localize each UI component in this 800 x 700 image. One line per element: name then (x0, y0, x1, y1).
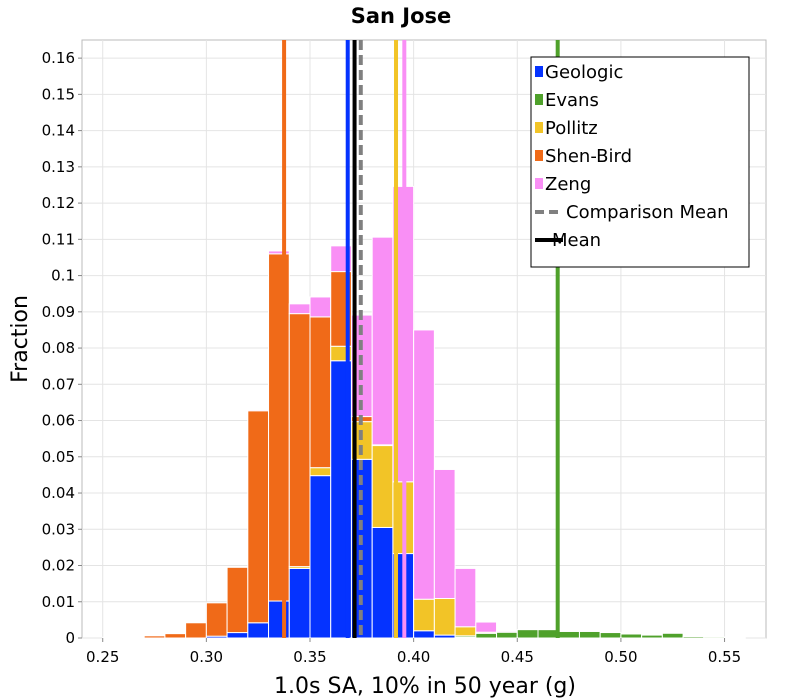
bar-zeng (496, 630, 518, 633)
bar-pollitz (454, 626, 477, 637)
x-tick-label: 0.50 (604, 648, 637, 666)
bar-zeng (475, 621, 498, 633)
bar-pollitz (413, 598, 435, 632)
bar-zeng (413, 329, 435, 600)
y-tick-label: 0.01 (42, 593, 75, 611)
legend-label-mean: Mean (552, 230, 601, 251)
bar-evans (475, 632, 498, 639)
bar-evans (599, 632, 622, 639)
bar-evans (682, 636, 705, 639)
legend-label-zeng: Zeng (545, 174, 591, 195)
y-tick-label: 0.12 (42, 194, 75, 212)
y-axis: 0 0.01 0.02 0.03 0.04 0.05 0.06 0.07 0.08 0.09 0.1… (42, 49, 82, 647)
y-tick-label: 0 (65, 629, 75, 647)
legend-label-evans: Evans (545, 90, 599, 111)
bar-pollitz (309, 467, 332, 477)
bar-shen-bird (247, 410, 270, 624)
bar-shen-bird (102, 636, 124, 639)
x-tick-label: 0.55 (708, 648, 741, 666)
chart-title: San Jose (351, 4, 452, 28)
bar-zeng (288, 303, 311, 315)
x-tick-label: 0.30 (190, 648, 223, 666)
y-axis-title: Fraction (8, 295, 33, 383)
legend-swatch-evans (535, 94, 543, 105)
mean-lines-group (282, 40, 560, 638)
bar-evans (661, 632, 684, 639)
y-tick-label: 0.09 (42, 303, 75, 321)
y-tick-label: 0.02 (42, 557, 75, 575)
bar-shen-bird (143, 635, 166, 639)
bar-geologic (247, 622, 270, 639)
bar-shen-bird (288, 313, 311, 568)
y-tick-label: 0.08 (42, 339, 75, 357)
bar-zeng (268, 250, 290, 255)
y-tick-label: 0.1 (51, 267, 75, 285)
legend: Geologic Evans Pollitz Shen-Bird Zeng Compari… (530, 56, 750, 268)
bar-geologic (268, 600, 290, 639)
x-tick-label: 0.35 (293, 648, 326, 666)
y-tick-label: 0.04 (42, 484, 75, 502)
bar-pollitz (371, 445, 394, 528)
y-tick-label: 0.15 (42, 85, 75, 103)
bar-shen-bird (122, 636, 145, 639)
bar-shen-bird (205, 602, 228, 637)
bar-evans (641, 634, 663, 639)
bar-geologic (309, 475, 332, 639)
y-tick-label: 0.07 (42, 375, 75, 393)
y-tick-label: 0.16 (42, 49, 75, 67)
y-tick-label: 0.14 (42, 122, 75, 140)
x-axis-title: 1.0s SA, 10% in 50 year (g) (274, 674, 576, 699)
bar-evans (703, 636, 726, 639)
bar-geologic (413, 630, 435, 639)
bar-shen-bird (164, 633, 187, 639)
legend-swatch-geologic (535, 66, 543, 77)
y-tick-label: 0.05 (42, 448, 75, 466)
legend-label-pollitz: Pollitz (545, 118, 598, 139)
legend-swatch-shen-bird (535, 150, 543, 161)
bar-shen-bird (268, 253, 290, 602)
bar-zeng (247, 409, 270, 412)
bar-pollitz (433, 597, 456, 636)
y-tick-label: 0.06 (42, 412, 75, 430)
bar-evans (620, 633, 643, 639)
bar-evans (558, 630, 580, 639)
legend-swatch-zeng (535, 178, 543, 189)
bar-evans (537, 629, 560, 639)
bar-evans (496, 631, 518, 639)
y-tick-label: 0.03 (42, 520, 75, 538)
bar-zeng (371, 236, 394, 446)
bar-evans (724, 636, 746, 639)
bar-shen-bird (226, 566, 249, 634)
bar-evans (578, 630, 601, 639)
bar-shen-bird (185, 622, 207, 639)
y-tick-label: 0.13 (42, 158, 75, 176)
legend-box (530, 56, 750, 268)
y-tick-label: 0.11 (42, 230, 75, 248)
x-tick-label: 0.45 (501, 648, 534, 666)
bar-zeng (454, 567, 477, 628)
bar-geologic (371, 526, 394, 639)
bar-evans (516, 629, 539, 639)
bar-geologic (226, 632, 249, 639)
x-tick-label: 0.25 (86, 648, 119, 666)
bar-shen-bird (309, 316, 332, 469)
x-axis: 0.25 0.30 0.35 0.40 0.45 0.50 0.55 (86, 638, 741, 666)
legend-label-comparison-mean: Comparison Mean (566, 202, 729, 223)
bar-geologic (288, 567, 311, 639)
x-tick-label: 0.40 (397, 648, 430, 666)
bar-zeng (433, 468, 456, 599)
bar-zeng (309, 296, 332, 318)
legend-label-geologic: Geologic (545, 62, 623, 83)
legend-swatch-pollitz (535, 122, 543, 133)
legend-label-shen-bird: Shen-Bird (545, 146, 632, 167)
